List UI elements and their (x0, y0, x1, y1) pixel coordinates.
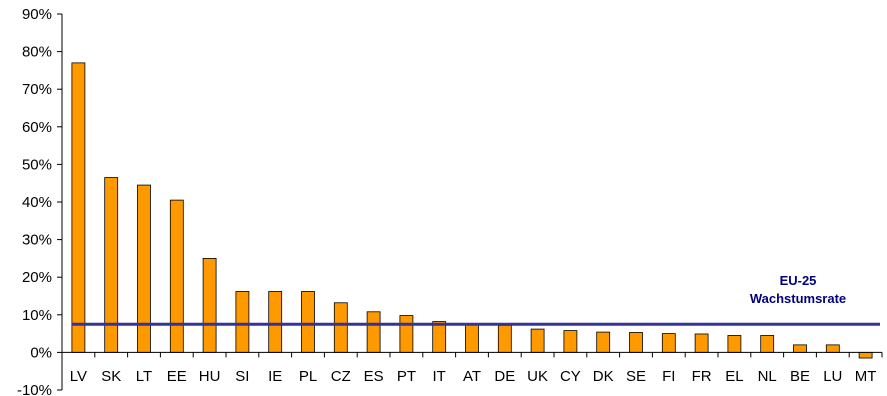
category-label: DE (494, 368, 515, 385)
category-label: SI (235, 368, 249, 385)
category-label: LV (70, 368, 87, 385)
y-tick-label: -10% (17, 382, 52, 396)
y-axis: -10% 0% 10% 20% 30% 40% 50% 60% 70% 80% 90% (17, 6, 63, 396)
bars (71, 62, 873, 359)
bar (432, 321, 447, 353)
bar (727, 335, 742, 353)
category-label: UK (527, 368, 548, 385)
category-label: BE (790, 368, 810, 385)
y-tick-label: 90% (22, 6, 52, 23)
bar (366, 311, 381, 353)
bar (497, 324, 512, 353)
category-label: PL (299, 368, 317, 385)
bar (71, 62, 86, 353)
bar (825, 344, 840, 353)
bar (268, 291, 283, 353)
bar (465, 324, 479, 353)
category-label: LT (136, 368, 152, 385)
category-label: DK (593, 368, 614, 385)
bar (169, 199, 184, 353)
category-label: NL (758, 368, 777, 385)
category-label: CZ (331, 368, 351, 385)
bar (563, 330, 578, 353)
category-label: ES (364, 368, 384, 385)
y-tick-label: 30% (22, 232, 52, 249)
bar (629, 332, 643, 353)
category-label: LU (823, 368, 842, 385)
y-tick-label: 50% (22, 156, 52, 173)
x-axis (61, 351, 883, 358)
category-label: IT (433, 368, 446, 385)
y-tick-label: 0% (30, 344, 52, 361)
category-label: AT (463, 368, 481, 385)
bar (530, 328, 545, 353)
reference-label-line1: EU-25 (780, 273, 817, 288)
category-label: EL (725, 368, 743, 385)
y-tick-label: 10% (22, 307, 52, 324)
bar (137, 184, 151, 353)
bar (104, 177, 119, 353)
category-labels: LV SK LT EE HU SI IE PL CZ ES PT IT AT DE UK CY DK SE FI FR… (70, 368, 877, 385)
bar (301, 291, 315, 353)
category-label: EE (167, 368, 187, 385)
bar (793, 344, 807, 353)
bar (858, 351, 873, 359)
y-tick-label: 60% (22, 119, 52, 136)
category-label: SE (626, 368, 646, 385)
y-tick-label: 80% (22, 44, 52, 61)
y-tick-label: 40% (22, 194, 52, 211)
category-label: FR (692, 368, 712, 385)
bar (661, 333, 676, 353)
bar (202, 257, 217, 353)
reference-line-group: EU-25 Wachstumsrate (71, 273, 880, 326)
bar (694, 333, 709, 353)
y-tick-label: 20% (22, 269, 52, 286)
category-label: HU (199, 368, 221, 385)
y-tick-label: 70% (22, 81, 52, 98)
bar (399, 315, 414, 353)
category-label: IE (268, 368, 282, 385)
bar (596, 331, 611, 353)
bar (235, 291, 250, 353)
category-label: SK (101, 368, 121, 385)
bar (333, 302, 348, 353)
category-label: PT (397, 368, 416, 385)
category-label: FI (662, 368, 675, 385)
category-label: CY (560, 368, 581, 385)
bar (760, 335, 775, 353)
category-label: MT (855, 368, 877, 385)
reference-label-line2: Wachstumsrate (750, 291, 846, 306)
